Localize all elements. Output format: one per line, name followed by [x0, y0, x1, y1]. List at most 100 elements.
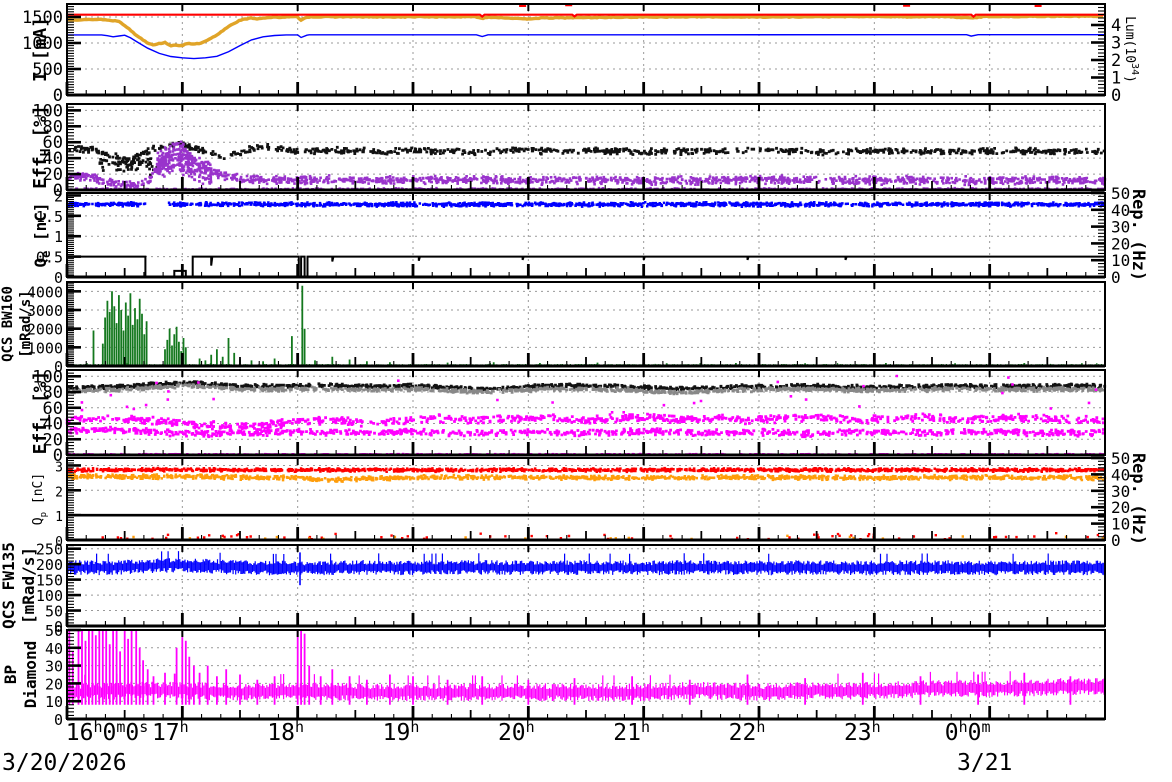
svg-text:22h​: 22h​ — [729, 718, 766, 746]
svg-text:Diamond: Diamond — [21, 641, 40, 708]
svg-text:0: 0 — [55, 535, 63, 550]
svg-text:50: 50 — [45, 603, 63, 621]
svg-text:0: 0 — [54, 711, 63, 729]
svg-text:50: 50 — [45, 622, 63, 640]
series-lum-top-marks — [519, 3, 1042, 7]
date-end-label: 3/21 — [957, 750, 1013, 776]
date-start-label: 3/20/2026 — [2, 750, 127, 776]
svg-text:2000: 2000 — [27, 321, 63, 339]
svg-text:20: 20 — [1111, 234, 1130, 253]
svg-text:40: 40 — [1111, 465, 1130, 484]
series-eff-h-black-trip — [98, 152, 160, 177]
svg-text:3: 3 — [1111, 34, 1121, 54]
svg-text:0: 0 — [1111, 531, 1121, 550]
series-qp-red — [67, 466, 1106, 474]
series-eff-l-black — [67, 380, 1107, 392]
svg-text:3000: 3000 — [27, 302, 63, 320]
svg-text:2: 2 — [55, 485, 63, 500]
series-bp-band — [67, 671, 1105, 702]
series-eff-h-black — [68, 141, 1106, 164]
svg-text:Lum(1034​): Lum(1034​) — [1122, 16, 1140, 83]
svg-text:Qp​ [nC]: Qp​ [nC] — [31, 473, 49, 525]
svg-text:Rep. (Hz): Rep. (Hz) — [1128, 189, 1148, 281]
svg-text:250: 250 — [36, 541, 63, 559]
svg-text:50: 50 — [1111, 184, 1130, 203]
svg-text:30: 30 — [45, 658, 63, 676]
svg-text:500: 500 — [32, 60, 63, 80]
svg-text:EffL​ [%]: EffL​ [%] — [30, 371, 54, 455]
svg-text:QCS FW135: QCS FW135 — [0, 542, 18, 629]
series-eff-l-magenta-lower — [66, 425, 1105, 439]
svg-text:Qe​ [nC]: Qe​ [nC] — [31, 202, 53, 267]
svg-text:200: 200 — [36, 556, 63, 574]
svg-text:80: 80 — [43, 383, 63, 403]
svg-text:40: 40 — [1111, 201, 1130, 220]
svg-text:30: 30 — [1111, 218, 1130, 237]
svg-text:150: 150 — [36, 572, 63, 590]
svg-text:0.5: 0.5 — [36, 249, 63, 267]
svg-text:[mRad/s]: [mRad/s] — [19, 547, 38, 624]
svg-text:0: 0 — [54, 358, 63, 376]
svg-text:1: 1 — [55, 510, 63, 525]
svg-text:20: 20 — [43, 430, 63, 450]
svg-text:BP: BP — [1, 665, 20, 684]
svg-text:40: 40 — [43, 415, 63, 435]
svg-text:1: 1 — [54, 228, 63, 246]
svg-text:0: 0 — [1111, 268, 1121, 287]
svg-text:20: 20 — [45, 675, 63, 693]
svg-text:0: 0 — [54, 618, 63, 636]
svg-text:Rep. (Hz): Rep. (Hz) — [1128, 453, 1148, 545]
svg-text:50: 50 — [1111, 449, 1130, 468]
svg-text:2: 2 — [54, 187, 63, 205]
series-eff-l-gray — [66, 382, 1105, 396]
svg-text:1500: 1500 — [22, 8, 63, 28]
svg-text:1000: 1000 — [22, 34, 63, 54]
svg-text:[mRad/s]: [mRad/s] — [18, 290, 34, 357]
svg-text:60: 60 — [43, 133, 63, 153]
svg-text:16h​0m​0s​: 16h​0m​0s​ — [66, 718, 149, 746]
svg-text:20h​: 20h​ — [498, 718, 535, 746]
svg-text:100: 100 — [32, 101, 63, 121]
svg-text:1: 1 — [1111, 69, 1121, 89]
svg-text:18h​: 18h​ — [267, 718, 304, 746]
series-eff-l-magenta-upper — [65, 412, 1105, 433]
series-LER-current — [66, 14, 1104, 48]
svg-text:4000: 4000 — [27, 283, 63, 301]
svg-text:EffH​ [%]: EffH​ [%] — [30, 105, 54, 189]
x-axis-labels: 16h​0m​0s​17h​ 18h​ 19h​ 20h​ 21h​ 22h​ 23h​ 0h… — [66, 718, 991, 746]
svg-text:10: 10 — [1111, 515, 1130, 534]
series-eff-h-purple — [67, 140, 1107, 189]
svg-text:10: 10 — [1111, 251, 1130, 270]
svg-text:23h​: 23h​ — [844, 718, 881, 746]
svg-text:3: 3 — [55, 460, 63, 475]
series-bw160-spikes — [92, 285, 1083, 366]
svg-text:100: 100 — [36, 587, 63, 605]
svg-text:21h​: 21h​ — [613, 718, 650, 746]
svg-text:17h​: 17h​ — [152, 718, 189, 746]
svg-text:0: 0 — [53, 86, 63, 106]
svg-text:100: 100 — [32, 367, 63, 387]
svg-text:20: 20 — [1111, 498, 1130, 517]
series-eff-l-magenta-outliers — [80, 374, 1098, 423]
svg-text:0: 0 — [1111, 86, 1121, 106]
series-qp-orange — [66, 473, 1107, 483]
svg-text:1.5: 1.5 — [36, 208, 63, 226]
svg-text:40: 40 — [43, 149, 63, 169]
svg-text:30: 30 — [1111, 482, 1130, 501]
svg-text:QCS BW160: QCS BW160 — [0, 286, 16, 362]
svg-text:2: 2 — [1111, 51, 1121, 71]
series-qe-charge — [66, 200, 1106, 208]
series-HER-current — [67, 33, 1105, 60]
svg-text:0: 0 — [54, 269, 63, 287]
svg-text:40: 40 — [45, 640, 63, 658]
svg-text:4: 4 — [1111, 16, 1121, 36]
svg-text:0: 0 — [53, 181, 63, 201]
svg-text:80: 80 — [43, 117, 63, 137]
